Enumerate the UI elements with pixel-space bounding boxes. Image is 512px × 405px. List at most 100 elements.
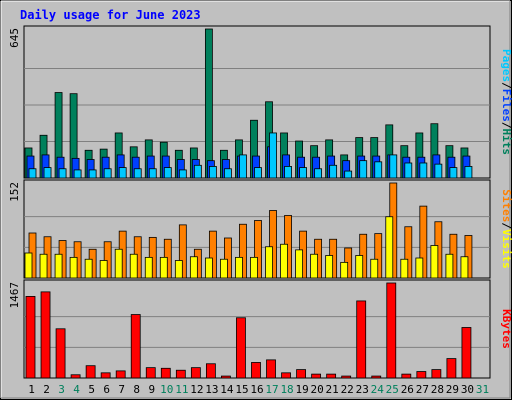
legend-kbytes: KBytes [500,309,512,349]
series-pages [28,132,473,179]
legend-entry: / [500,82,512,89]
bar-kbytes-day-7 [115,370,126,379]
bar-visits-day-19 [295,249,303,279]
bar-visits-day-5 [84,258,93,279]
bar-kbytes-day-2 [40,291,51,379]
bar-visits-day-1 [24,252,33,279]
day-labels: 1 2 3 4 5 6 7 8 9 10 11 12 13 14 15 16 17 18 19 20 21 22 23 24 2… [28,383,489,396]
bar-kbytes-day-26 [401,373,412,379]
bar-visits-day-29 [445,253,454,279]
bar-visits-day-28 [430,245,439,279]
day-label-22: 22 [341,383,354,396]
bar-sites-day-17 [269,210,277,279]
bar-kbytes-day-29 [446,358,457,379]
bar-pages-day-23 [359,160,368,179]
bar-kbytes-day-1 [25,296,36,379]
bar-sites-day-27 [419,205,428,279]
panels: 645 Pages/Files/Hits 152 Sites/Visits 1467 KB… [8,25,512,379]
bar-pages-day-5 [88,169,97,179]
bar-visits-day-18 [280,243,288,279]
bar-pages-day-19 [299,167,307,179]
bar-pages-day-27 [419,162,428,179]
day-label-4: 4 [73,383,80,396]
bar-pages-day-22 [344,170,353,179]
day-label-18: 18 [280,383,293,396]
bar-kbytes-day-20 [311,373,322,379]
legend-entry: Sites [500,189,512,222]
bar-visits-day-20 [310,253,319,279]
day-label-27: 27 [416,383,429,396]
bar-visits-day-15 [235,256,243,279]
bar-kbytes-day-4 [70,374,81,379]
bar-visits-day-23 [355,255,364,279]
bar-visits-day-4 [69,256,78,279]
bar-kbytes-day-22 [341,375,352,379]
bar-pages-day-26 [404,162,413,179]
day-label-15: 15 [235,383,248,396]
bar-pages-day-1 [28,168,37,179]
day-label-19: 19 [295,383,308,396]
bar-visits-day-24 [370,258,379,279]
bar-visits-day-14 [220,258,228,279]
bar-pages-day-9 [148,168,157,179]
day-label-26: 26 [401,383,414,396]
bar-visits-day-26 [400,258,409,279]
legend-entry: KBytes [500,309,512,349]
bar-kbytes-day-10 [160,367,171,379]
bar-kbytes-day-25 [386,282,397,379]
bar-kbytes-day-5 [85,365,96,379]
bar-pages-day-16 [254,167,262,179]
bar-pages-day-7 [118,167,127,179]
bar-sites-day-16 [254,220,262,279]
bar-pages-day-11 [178,169,187,179]
bar-sites-day-26 [404,226,413,279]
bar-kbytes-day-28 [431,369,442,379]
chart-title: Daily usage for June 2023 [20,8,201,22]
bar-pages-day-25 [389,154,398,179]
bar-visits-day-22 [340,261,349,279]
bar-visits-day-30 [460,256,469,279]
bar-pages-day-4 [73,169,82,179]
bar-visits-day-17 [265,246,273,279]
day-label-12: 12 [190,383,203,396]
bar-kbytes-day-6 [100,372,111,379]
bar-kbytes-day-3 [55,328,66,379]
bar-pages-day-13 [208,166,217,179]
day-label-14: 14 [220,383,234,396]
bar-pages-day-30 [464,166,473,179]
bar-pages-day-3 [58,168,67,179]
bar-kbytes-day-16 [251,362,261,379]
bar-visits-day-6 [99,260,108,279]
bar-pages-day-17 [269,132,277,179]
bar-pages-day-28 [434,163,443,179]
plot-area [23,279,491,379]
bar-kbytes-day-21 [326,373,337,379]
bar-sites-day-15 [239,223,247,279]
bar-visits-day-12 [189,256,198,279]
bar-visits-day-16 [250,256,258,279]
max-label-kbytes: 1467 [8,282,21,309]
panel-visits-sites: 152 Sites/Visits [8,179,512,279]
panel-hits-files-pages: 645 Pages/Files/Hits [8,25,512,179]
bar-pages-day-24 [374,161,383,179]
bar-pages-day-10 [163,167,172,179]
day-label-1: 1 [28,383,35,396]
max-label-hits-files-pages: 645 [8,28,21,48]
day-label-21: 21 [326,383,339,396]
bar-kbytes-day-23 [356,300,367,379]
bar-visits-day-8 [129,253,138,279]
legend-visits-sites: Sites/Visits [500,189,512,269]
bar-sites-day-13 [208,230,217,279]
bar-sites-day-11 [178,224,187,279]
legend-entry: Pages [500,49,512,82]
legend-entry: / [500,222,512,229]
series-visits [24,216,469,279]
bar-kbytes-day-30 [461,327,472,379]
legend-hits-files-pages: Pages/Files/Hits [500,49,512,155]
bar-visits-day-3 [54,253,63,279]
bar-pages-day-29 [449,167,458,179]
day-label-25: 25 [386,383,399,396]
day-label-2: 2 [43,383,50,396]
bar-kbytes-day-24 [371,375,382,379]
